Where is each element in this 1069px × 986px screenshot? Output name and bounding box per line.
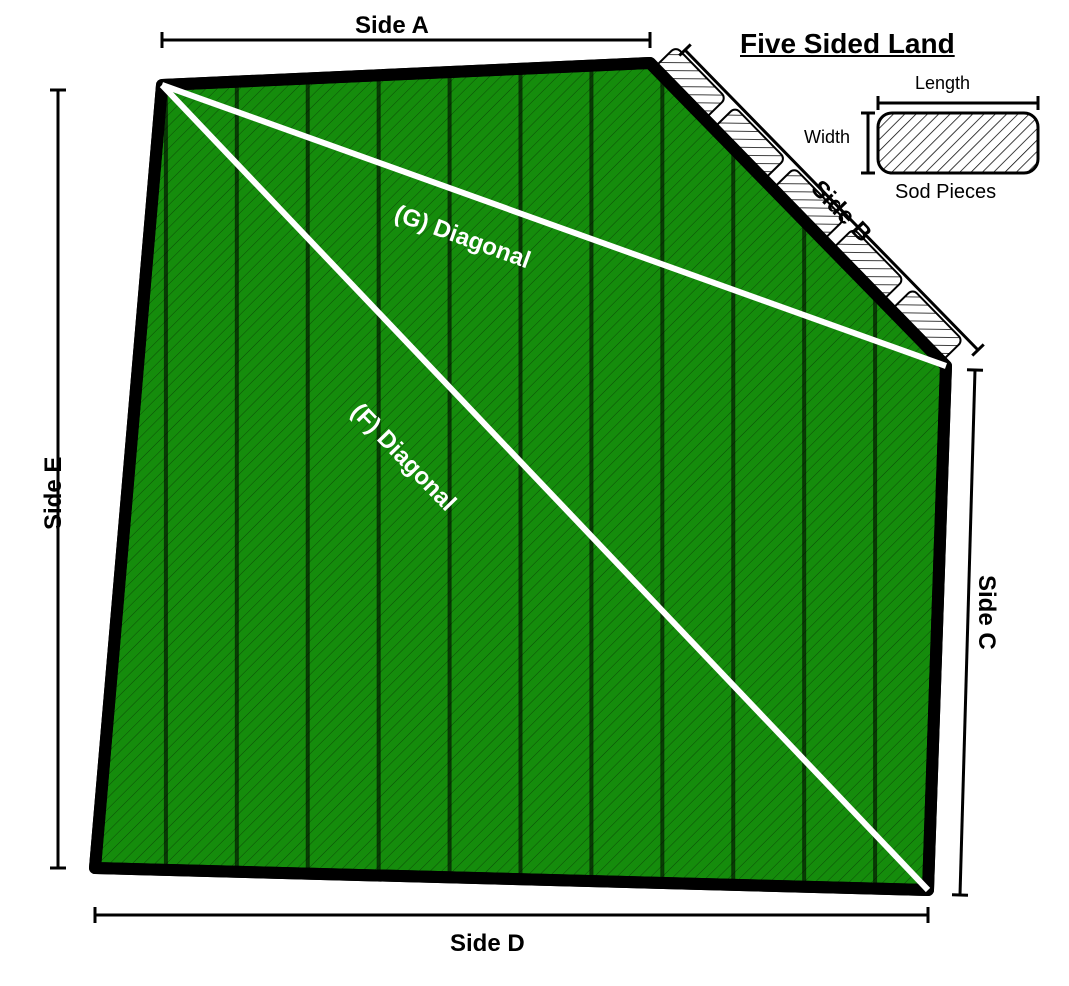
dimension-d (95, 907, 928, 923)
side-e-label: Side E (40, 457, 68, 530)
legend-sod-rect (878, 113, 1038, 173)
side-c-label: Side C (972, 575, 1000, 650)
legend-width-label: Width (804, 127, 850, 148)
side-d-label: Side D (450, 930, 525, 958)
diagram-title: Five Sided Land (740, 28, 955, 60)
legend-caption: Sod Pieces (895, 181, 996, 204)
legend-length-label: Length (915, 73, 970, 94)
side-a-label: Side A (355, 12, 429, 40)
